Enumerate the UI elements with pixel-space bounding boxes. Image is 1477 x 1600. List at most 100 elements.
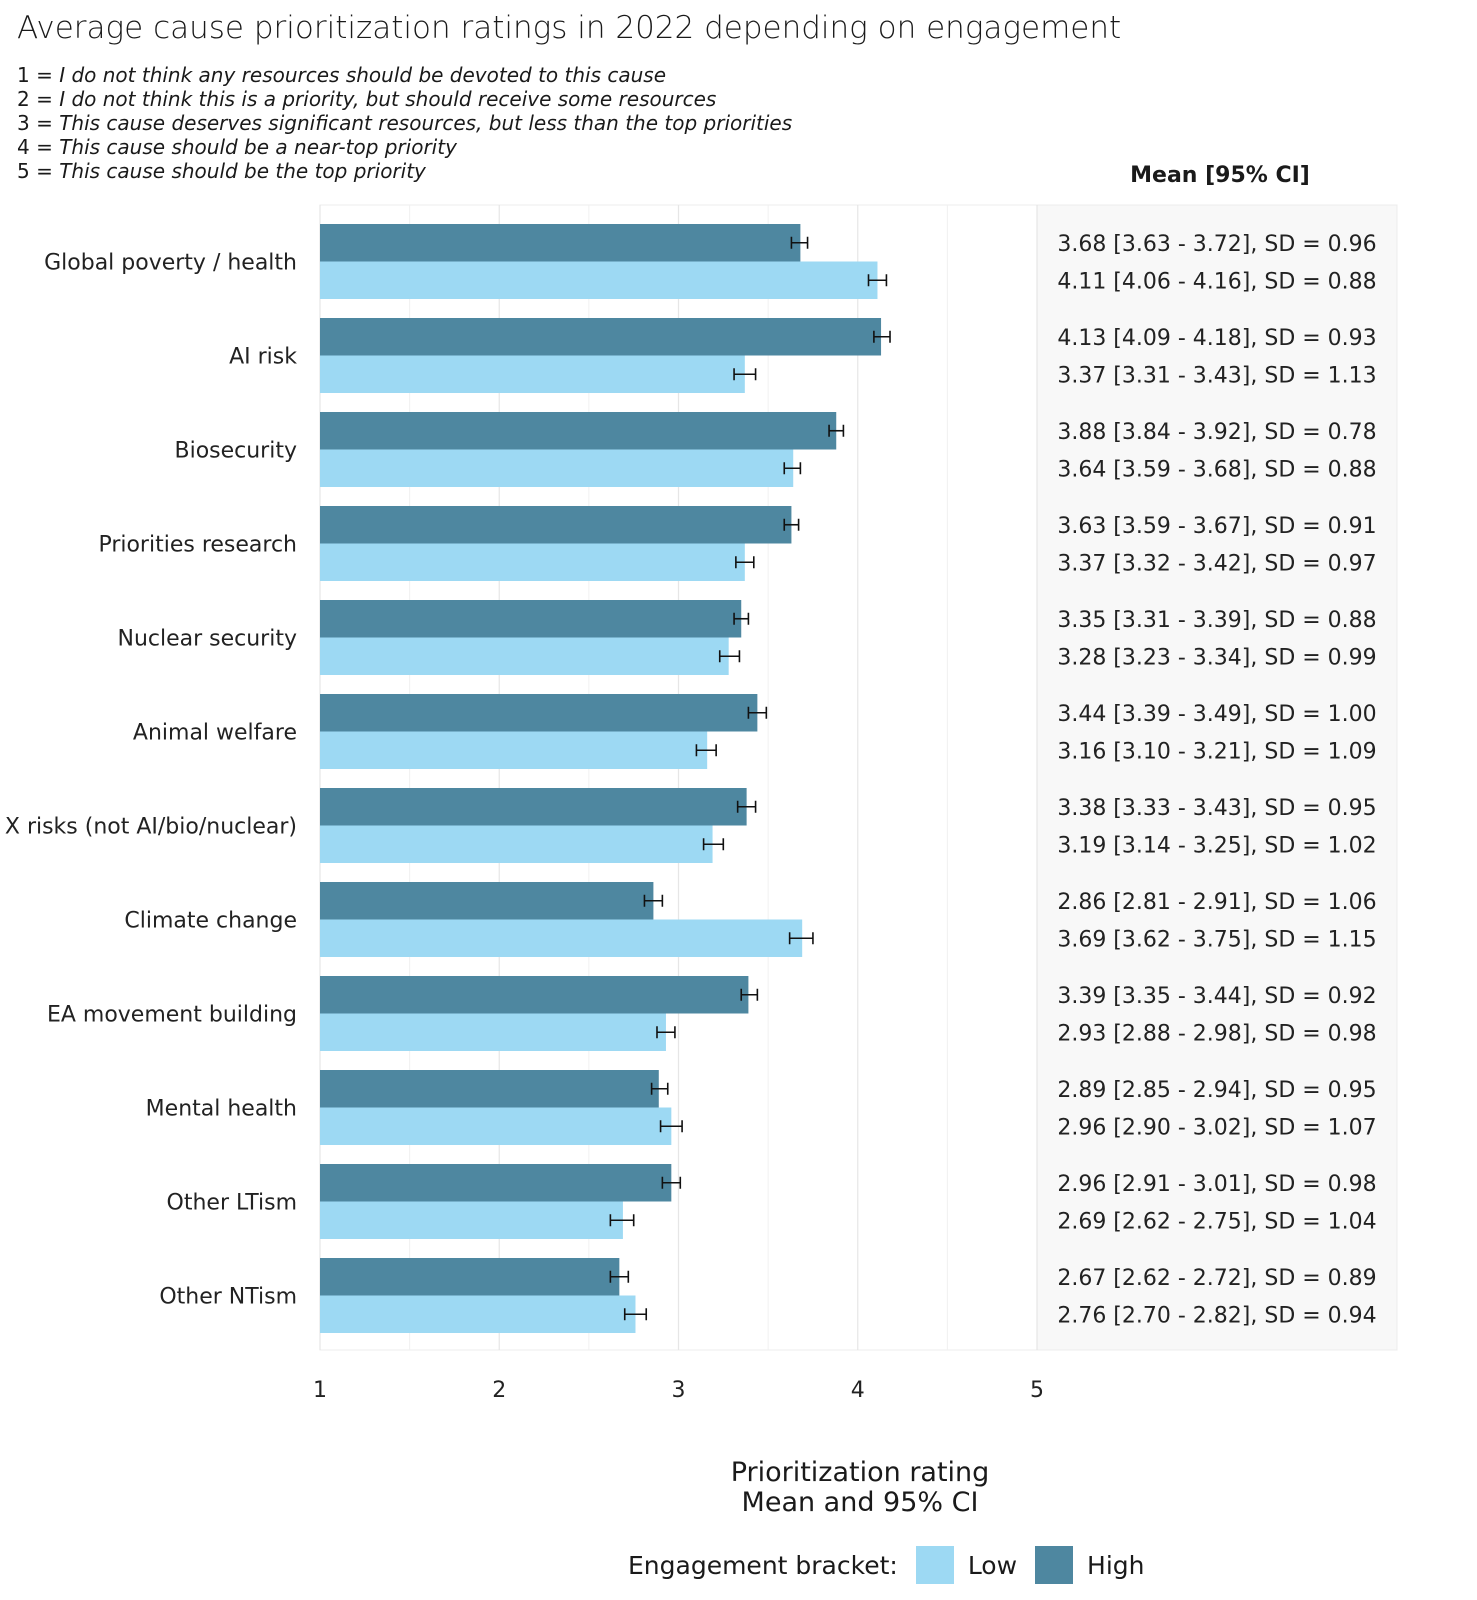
error-bar-low [695,744,717,757]
ci-label-high: 2.67 [2.62 - 2.72], SD = 0.89 [1057,1266,1376,1291]
error-bar-low [735,556,755,569]
scale-note-4: 4 = This cause should be a near-top prio… [17,135,457,159]
ci-label-low: 3.19 [3.14 - 3.25], SD = 1.02 [1057,833,1376,858]
bar-high [320,694,758,732]
x-tick-label: 4 [851,1378,865,1403]
bar-low [320,919,803,957]
ci-label-high: 2.86 [2.81 - 2.91], SD = 1.06 [1057,890,1376,915]
ci-label-high: 3.44 [3.39 - 3.49], SD = 1.00 [1057,702,1376,727]
ci-label-low: 2.93 [2.88 - 2.98], SD = 0.98 [1057,1021,1376,1046]
ci-label-low: 3.69 [3.62 - 3.75], SD = 1.15 [1057,927,1376,952]
bar-high [320,1164,672,1202]
error-bar-low [659,1120,683,1133]
ci-label-low: 3.16 [3.10 - 3.21], SD = 1.09 [1057,739,1376,764]
error-bar-high [747,706,768,719]
bar-low [320,543,745,581]
ci-label-high: 3.39 [3.35 - 3.44], SD = 0.92 [1057,984,1376,1009]
error-bar-low [783,462,802,475]
ci-label-high: 3.88 [3.84 - 3.92], SD = 0.78 [1057,420,1376,445]
bar-low [320,355,745,393]
legend: Engagement bracket: Low High [628,1545,1163,1585]
ci-label-low: 3.28 [3.23 - 3.34], SD = 0.99 [1057,645,1376,670]
category-label: EA movement building [47,1003,297,1028]
ci-panel [1036,204,1398,1351]
error-bar-low [609,1214,635,1227]
bar-high [320,318,882,356]
bar-high [320,600,742,638]
scale-note-1: 1 = I do not think any resources should … [17,63,667,87]
bar-high [320,412,837,450]
bar-low [320,731,708,769]
error-bar-low [733,368,757,381]
bar-low [320,449,794,487]
x-tick-label: 3 [672,1378,686,1403]
error-bar-high [661,1176,682,1189]
error-bar-low [718,650,741,663]
legend-title: Engagement bracket: [628,1550,898,1580]
bar-low [320,261,878,299]
ci-label-low: 2.96 [2.90 - 3.02], SD = 1.07 [1057,1115,1376,1140]
bar-high [320,976,749,1014]
ci-label-low: 3.37 [3.32 - 3.42], SD = 0.97 [1057,551,1376,576]
bar-high [320,788,747,826]
scale-notes: 1 = I do not think any resources should … [17,63,792,183]
bar-low [320,1295,636,1333]
x-tick-label: 2 [492,1378,506,1403]
error-bar-high [740,988,759,1001]
error-bar-high [609,1270,630,1283]
error-bar-low [788,932,814,945]
category-label: Animal welfare [133,721,297,746]
error-bar-high [733,612,750,625]
bar-high [320,224,801,262]
legend-swatch-low [915,1546,954,1584]
error-bar-high [650,1082,669,1095]
bar-low [320,637,729,675]
error-bar-high [790,236,809,249]
category-label: Mental health [146,1097,297,1122]
bar-high [320,506,792,544]
category-label: X risks (not AI/bio/nuclear) [5,815,297,840]
error-bar-high [873,330,891,343]
error-bar-high [783,518,800,531]
scale-note-2: 2 = I do not think this is a priority, b… [17,87,717,111]
scale-note-5: 5 = This cause should be the top priorit… [17,159,426,183]
error-bar-high [643,894,664,907]
legend-label-low: Low [967,1550,1018,1580]
error-bar-low [867,274,888,287]
category-label: Climate change [124,909,297,934]
category-label: Biosecurity [174,439,297,464]
category-label: Global poverty / health [44,251,297,276]
category-label: Other LTism [167,1191,297,1216]
ci-label-high: 3.35 [3.31 - 3.39], SD = 0.88 [1057,608,1376,633]
ci-label-high: 3.63 [3.59 - 3.67], SD = 0.91 [1057,514,1376,539]
chart-title: Average cause prioritization ratings in … [17,10,1122,46]
x-axis-title-line1: Prioritization rating [730,1457,990,1488]
bar-high [320,882,654,920]
ci-label-low: 3.37 [3.31 - 3.43], SD = 1.13 [1057,363,1376,388]
category-label: Other NTism [159,1285,297,1310]
bar-low [320,1013,666,1051]
ci-column-header: Mean [95% CI] [1130,163,1310,188]
error-bar-high [736,800,757,813]
category-label: Nuclear security [117,627,297,652]
ci-label-high: 4.13 [4.09 - 4.18], SD = 0.93 [1057,326,1376,351]
ci-label-high: 3.68 [3.63 - 3.72], SD = 0.96 [1057,232,1376,257]
ci-label-low: 2.76 [2.70 - 2.82], SD = 0.94 [1057,1303,1376,1328]
bar-low [320,1201,623,1239]
x-tick-label: 1 [313,1378,327,1403]
error-bar-low [702,838,725,851]
bar-high [320,1070,659,1108]
bar-high [320,1258,620,1296]
category-label: Priorities research [98,533,297,558]
legend-swatch-high [1035,1546,1074,1584]
x-axis-title-line2: Mean and 95% CI [741,1487,979,1518]
category-label: AI risk [229,345,297,370]
ci-label-low: 4.11 [4.06 - 4.16], SD = 0.88 [1057,269,1376,294]
error-bar-low [623,1308,648,1321]
bar-low [320,1107,672,1145]
ci-label-high: 2.96 [2.91 - 3.01], SD = 0.98 [1057,1172,1376,1197]
scale-note-3: 3 = This cause deserves significant reso… [17,111,793,135]
legend-label-high: High [1087,1550,1145,1580]
ci-label-high: 2.89 [2.85 - 2.94], SD = 0.95 [1057,1078,1376,1103]
